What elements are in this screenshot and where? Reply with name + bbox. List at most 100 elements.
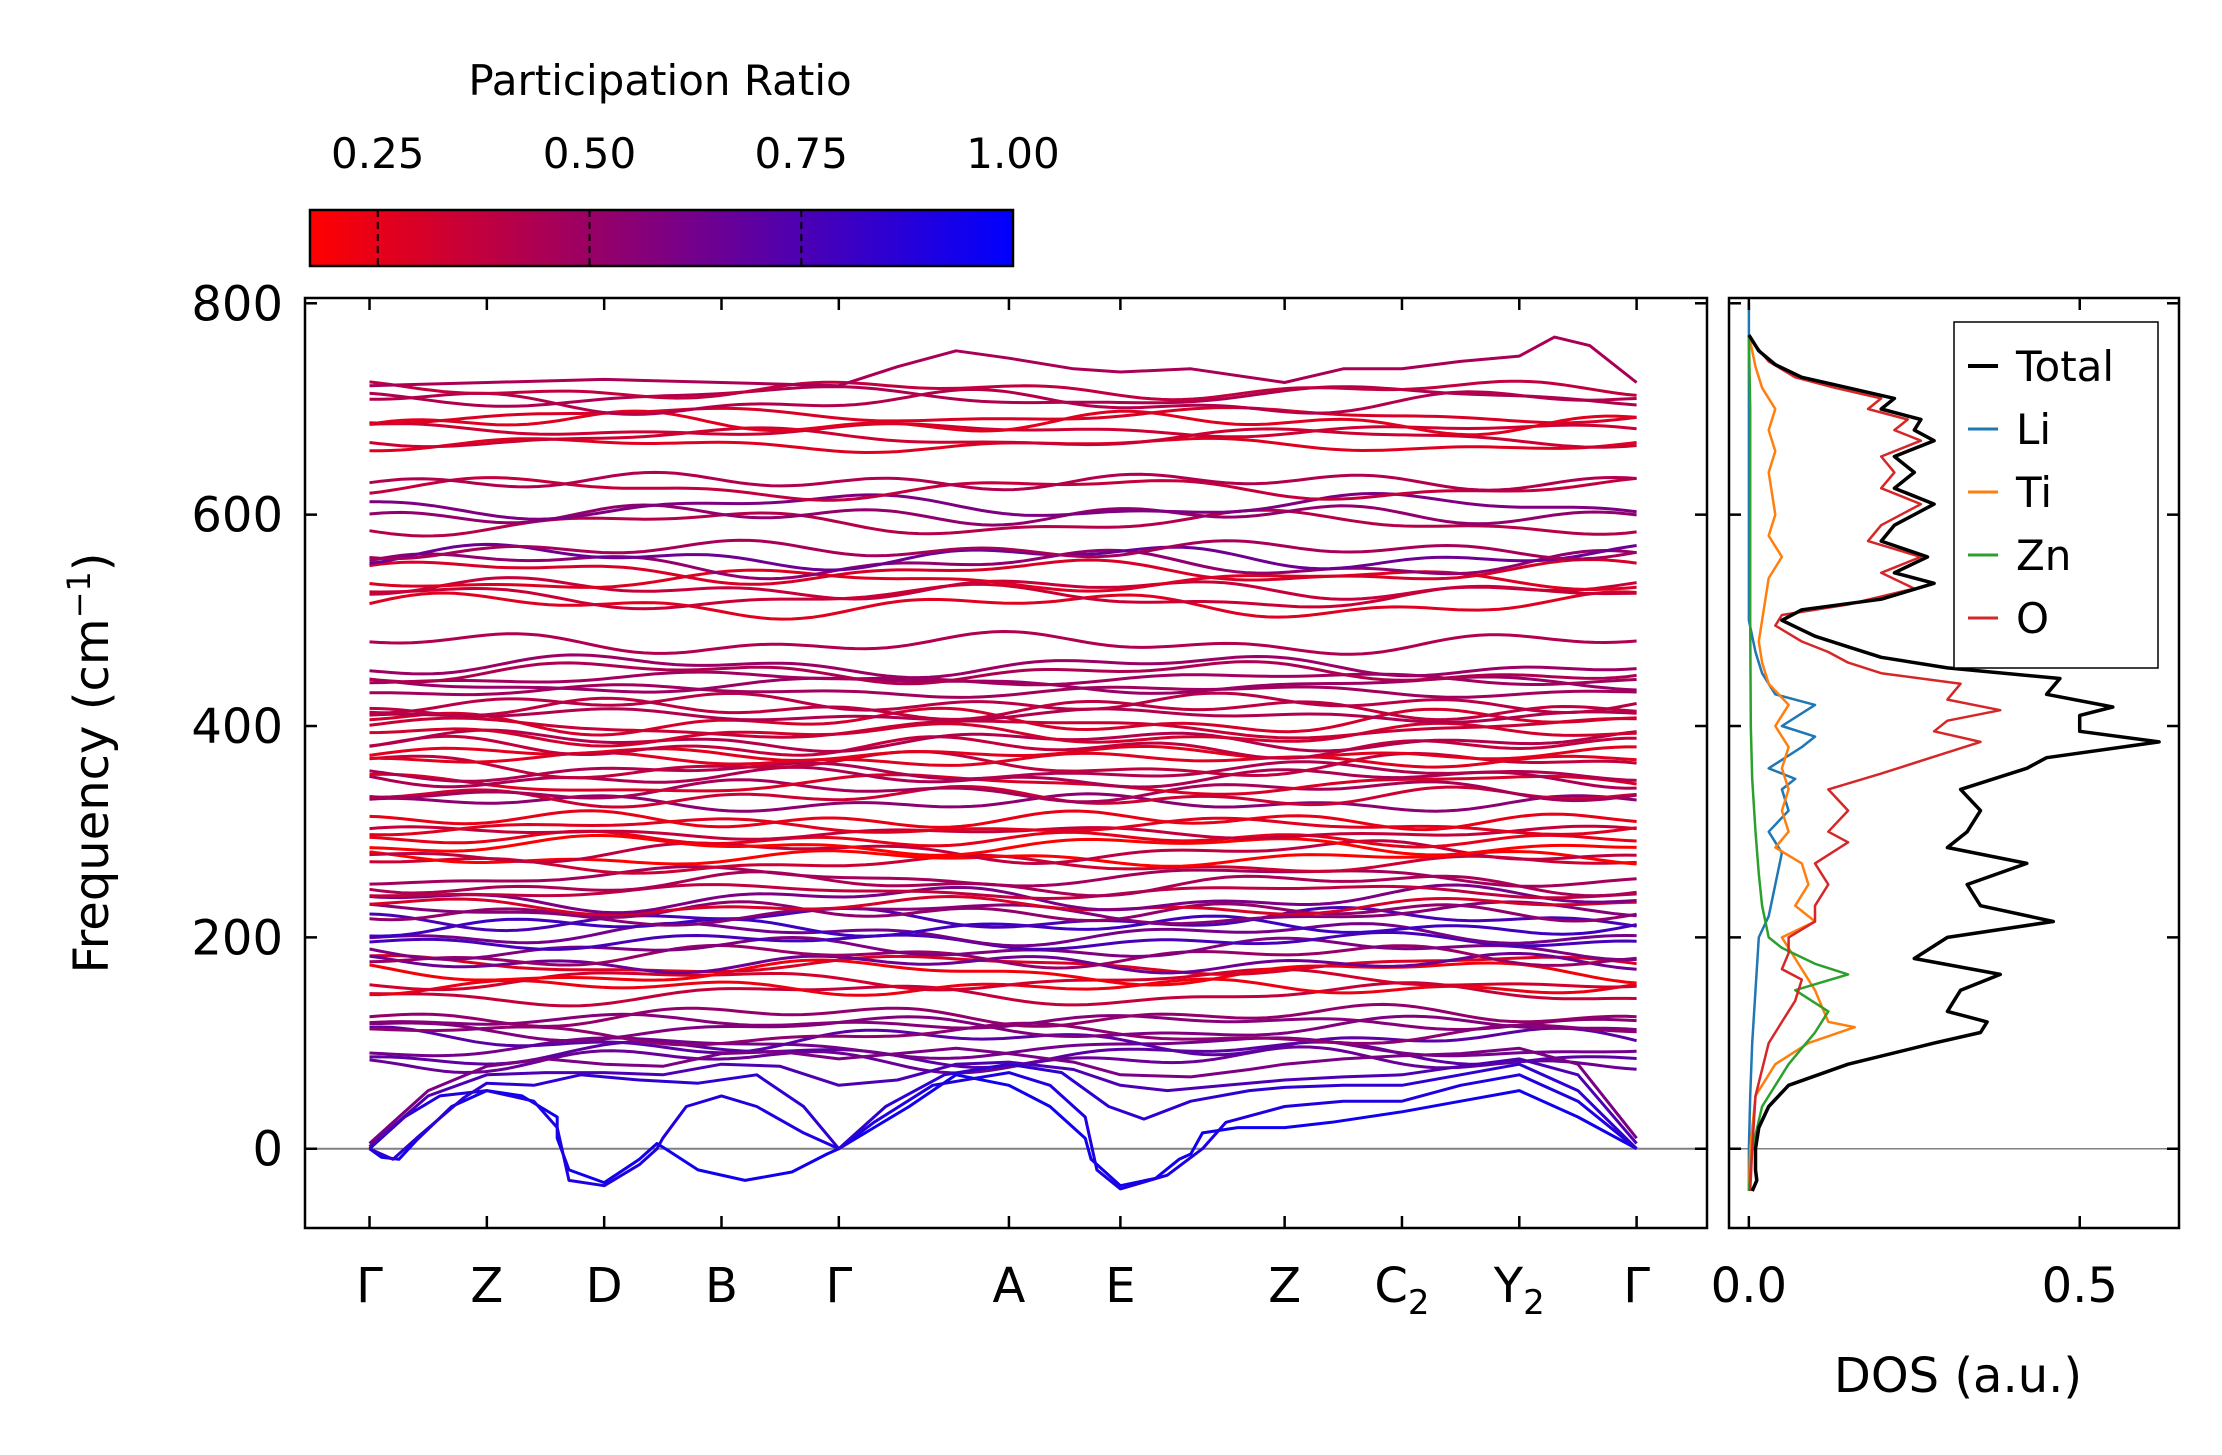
y-tick-label: 600 (191, 488, 283, 544)
phonon-band (369, 952, 1637, 975)
phonon-band (369, 492, 1637, 521)
phonon-band (369, 385, 1637, 408)
dos-frame (1727, 296, 2181, 1230)
phonon-band (369, 476, 1637, 502)
phonon-band (369, 576, 1637, 601)
phonon-band (369, 967, 1637, 992)
kpath-label-main: Γ (356, 1258, 383, 1314)
phonon-band (369, 470, 1637, 492)
phonon-band (369, 436, 1637, 454)
phonon-band (369, 977, 1637, 997)
kpath-label: Γ (825, 1258, 852, 1314)
phonon-band (369, 900, 1637, 927)
dos-x-axis-label: DOS (a.u.) (1834, 1348, 2082, 1404)
dos-series-zn (1747, 334, 1850, 1192)
phonon-band (369, 914, 1637, 938)
dos-series-li (1747, 303, 1817, 1191)
dos-series-total (1747, 334, 2161, 1192)
colorbar-tick-label: 1.00 (966, 129, 1060, 178)
kpath-label: Z (470, 1258, 503, 1314)
legend-label-zn: Zn (2016, 531, 2071, 580)
legend-items: Total Li Ti Zn O (1968, 342, 2114, 643)
phonon-band (369, 696, 1637, 722)
phonon-band-acoustic-1 (368, 1073, 1638, 1188)
phonon-band (369, 716, 1637, 740)
phonon-band (369, 691, 1637, 715)
y-tick-label: 800 (191, 276, 283, 332)
dispersion-kpath-ticks: Γ Z D B Γ A E Z C2 Y2 Γ (356, 298, 1650, 1323)
kpath-label: Z (1268, 1258, 1301, 1314)
phonon-band (369, 630, 1637, 656)
colorbar-ticks (376, 210, 803, 266)
phonon-band (369, 660, 1637, 686)
phonon-band (369, 809, 1637, 832)
kpath-label-main: Z (1268, 1258, 1301, 1314)
y-tick-label: 200 (191, 910, 283, 966)
colorbar: Participation Ratio 0.25 0.50 0.75 1.00 (308, 56, 1060, 268)
y-tick-label: 400 (191, 699, 283, 755)
phonon-band (369, 839, 1637, 865)
dos-y-ticks (1729, 302, 2179, 1150)
kpath-label: Γ (356, 1258, 383, 1314)
phonon-band (369, 508, 1637, 538)
phonon-band (369, 895, 1637, 917)
colorbar-tick-label: 0.50 (543, 129, 637, 178)
kpath-label-main: Z (470, 1258, 503, 1314)
phonon-band (369, 921, 1637, 948)
phonon-band (369, 503, 1637, 527)
kpath-label: A (993, 1258, 1026, 1314)
phonon-band (369, 707, 1637, 724)
phonon-band (369, 406, 1637, 425)
colorbar-tick-labels: 0.25 0.50 0.75 1.00 (331, 129, 1060, 178)
phonon-band (369, 824, 1637, 841)
dos-curves (1729, 303, 2179, 1192)
phonon-band (369, 760, 1637, 783)
phonon-band-acoustic-3 (368, 1062, 1638, 1161)
phonon-band (369, 548, 1637, 581)
y-axis-label-main: Frequency (cm (64, 618, 120, 973)
phonon-band (369, 1012, 1637, 1031)
dispersion-y-ticks: 0 200 400 600 800 (191, 276, 1707, 1178)
kpath-label: Y2 (1493, 1258, 1545, 1323)
legend-label-li: Li (2016, 405, 2051, 454)
kpath-label-main: Y (1493, 1258, 1524, 1314)
phonon-band-acoustic-2 (368, 1071, 1638, 1191)
phonon-band (369, 772, 1637, 796)
kpath-label-main: B (705, 1258, 738, 1314)
kpath-label: E (1105, 1258, 1135, 1314)
dos-legend: Total Li Ti Zn O (1953, 321, 2159, 669)
legend-frame (1953, 321, 2159, 669)
phonon-band (369, 387, 1637, 416)
phonon-band (369, 590, 1637, 621)
phonon-band (369, 778, 1637, 804)
kpath-label-main: A (993, 1258, 1026, 1314)
legend-label-total: Total (2015, 342, 2114, 391)
phonon-band (369, 883, 1637, 900)
phonon-band (369, 409, 1637, 437)
phonon-band-optic-low-1 (368, 1057, 1638, 1148)
phonon-band (369, 558, 1637, 586)
legend-label-o: O (2016, 594, 2049, 643)
y-axis-label-sup: −1 (60, 571, 98, 618)
colorbar-label: Participation Ratio (468, 56, 851, 105)
dispersion-frame (303, 296, 1709, 1230)
phonon-band (369, 653, 1637, 680)
dos-panel: 0.0 0.5 DOS (a.u.) Total Li Ti Zn O (1711, 296, 2181, 1404)
kpath-label: C2 (1374, 1258, 1429, 1323)
phonon-band (369, 728, 1637, 753)
phonon-band (369, 943, 1637, 970)
phonon-band (369, 426, 1637, 449)
kpath-label: D (586, 1258, 623, 1314)
dos-x-tick-label: 0.0 (1711, 1258, 1787, 1314)
phonon-band (369, 785, 1637, 809)
phonon-bands (368, 335, 1638, 1191)
kpath-label-sub: 2 (1523, 1283, 1545, 1323)
phonon-band (369, 542, 1637, 572)
y-axis-label-end: ) (64, 552, 120, 571)
dos-series-ti (1747, 334, 1856, 1192)
phonon-band (369, 1045, 1637, 1075)
phonon-band (369, 958, 1637, 987)
colorbar-bar (308, 208, 1015, 268)
kpath-label-main: Γ (1623, 1258, 1650, 1314)
